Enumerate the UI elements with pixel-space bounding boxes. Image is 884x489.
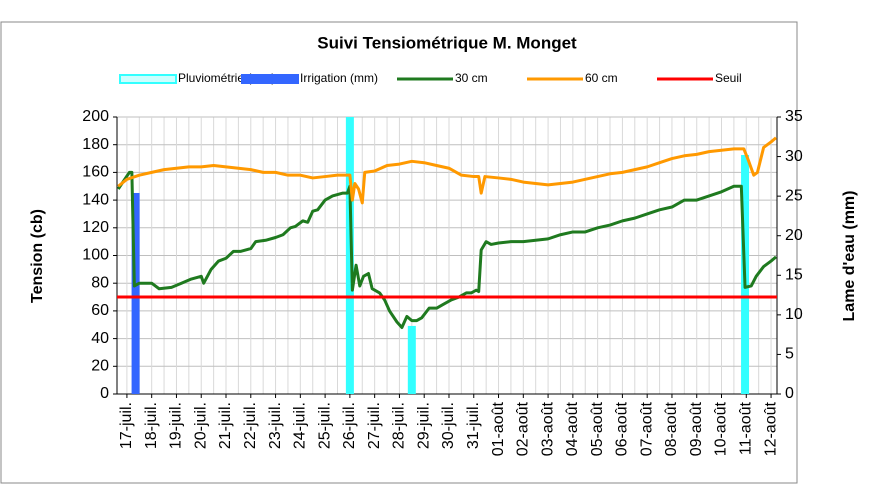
y2-tick-label: 0 bbox=[785, 385, 794, 402]
x-tick-label: 30-juil. bbox=[440, 402, 457, 449]
x-tick-label: 27-juil. bbox=[366, 402, 383, 449]
y2-tick-label: 15 bbox=[785, 267, 803, 284]
y-tick-label: 60 bbox=[91, 302, 109, 319]
x-tick-label: 12-août bbox=[762, 401, 779, 456]
chart-title: Suivi Tensiométrique M. Monget bbox=[317, 33, 577, 52]
y2-tick-label: 20 bbox=[785, 227, 803, 244]
y-tick-label: 120 bbox=[82, 219, 109, 236]
bar bbox=[407, 325, 416, 394]
x-tick-label: 18-juil. bbox=[143, 402, 160, 449]
x-tick-label: 31-juil. bbox=[465, 402, 482, 449]
x-tick-label: 05-août bbox=[589, 401, 606, 456]
x-tick-label: 08-août bbox=[663, 401, 680, 456]
x-tick-label: 17-juil. bbox=[118, 402, 135, 449]
y-tick-label: 20 bbox=[91, 358, 109, 375]
y2-tick-label: 35 bbox=[785, 108, 803, 125]
x-tick-label: 09-août bbox=[688, 401, 705, 456]
legend-label: Irrigation (mm) bbox=[300, 71, 378, 85]
x-tick-label: 20-juil. bbox=[192, 402, 209, 449]
y-tick-label: 140 bbox=[82, 191, 109, 208]
y2-tick-label: 25 bbox=[785, 187, 803, 204]
line bbox=[117, 136, 777, 205]
x-tick-label: 11-août bbox=[737, 401, 754, 455]
x-tick-label: 06-août bbox=[614, 401, 631, 456]
legend-label: 30 cm bbox=[455, 71, 488, 85]
x-tick-label: 07-août bbox=[638, 401, 655, 456]
legend-swatch bbox=[241, 74, 299, 84]
x-tick-label: 03-août bbox=[539, 401, 556, 456]
legend-label: Seuil bbox=[715, 71, 742, 85]
y2-axis-label: Lame d'eau (mm) bbox=[841, 191, 858, 322]
x-tick-label: 29-juil. bbox=[415, 402, 432, 449]
y-tick-label: 180 bbox=[82, 136, 109, 153]
y-tick-label: 0 bbox=[100, 385, 109, 402]
y-tick-label: 160 bbox=[82, 164, 109, 181]
legend-label: 60 cm bbox=[585, 71, 618, 85]
y-tick-label: 200 bbox=[82, 108, 109, 125]
x-tick-label: 10-août bbox=[713, 401, 730, 456]
y-axis-label: Tension (cb) bbox=[29, 209, 46, 303]
legend-swatch bbox=[119, 74, 177, 84]
x-tick-label: 24-juil. bbox=[292, 402, 309, 449]
x-tick-label: 04-août bbox=[564, 401, 581, 456]
x-tick-label: 28-juil. bbox=[391, 402, 408, 449]
x-tick-label: 25-juil. bbox=[316, 402, 333, 449]
y2-tick-label: 5 bbox=[785, 346, 794, 363]
x-tick-label: 19-juil. bbox=[168, 402, 185, 449]
x-tick-label: 26-juil. bbox=[341, 402, 358, 449]
x-tick-label: 01-août bbox=[490, 401, 507, 456]
x-tick-label: 23-juil. bbox=[267, 402, 284, 449]
x-tick-label: 02-août bbox=[515, 401, 532, 456]
x-tick-label: 21-juil. bbox=[217, 402, 234, 449]
y2-tick-label: 30 bbox=[785, 148, 803, 165]
y-tick-label: 80 bbox=[91, 274, 109, 291]
y-tick-label: 40 bbox=[91, 330, 109, 347]
bar bbox=[345, 117, 354, 394]
x-tick-label: 22-juil. bbox=[242, 402, 259, 449]
y-tick-label: 100 bbox=[82, 247, 109, 264]
y2-tick-label: 10 bbox=[785, 306, 803, 323]
line bbox=[116, 170, 777, 330]
bar bbox=[131, 192, 140, 394]
